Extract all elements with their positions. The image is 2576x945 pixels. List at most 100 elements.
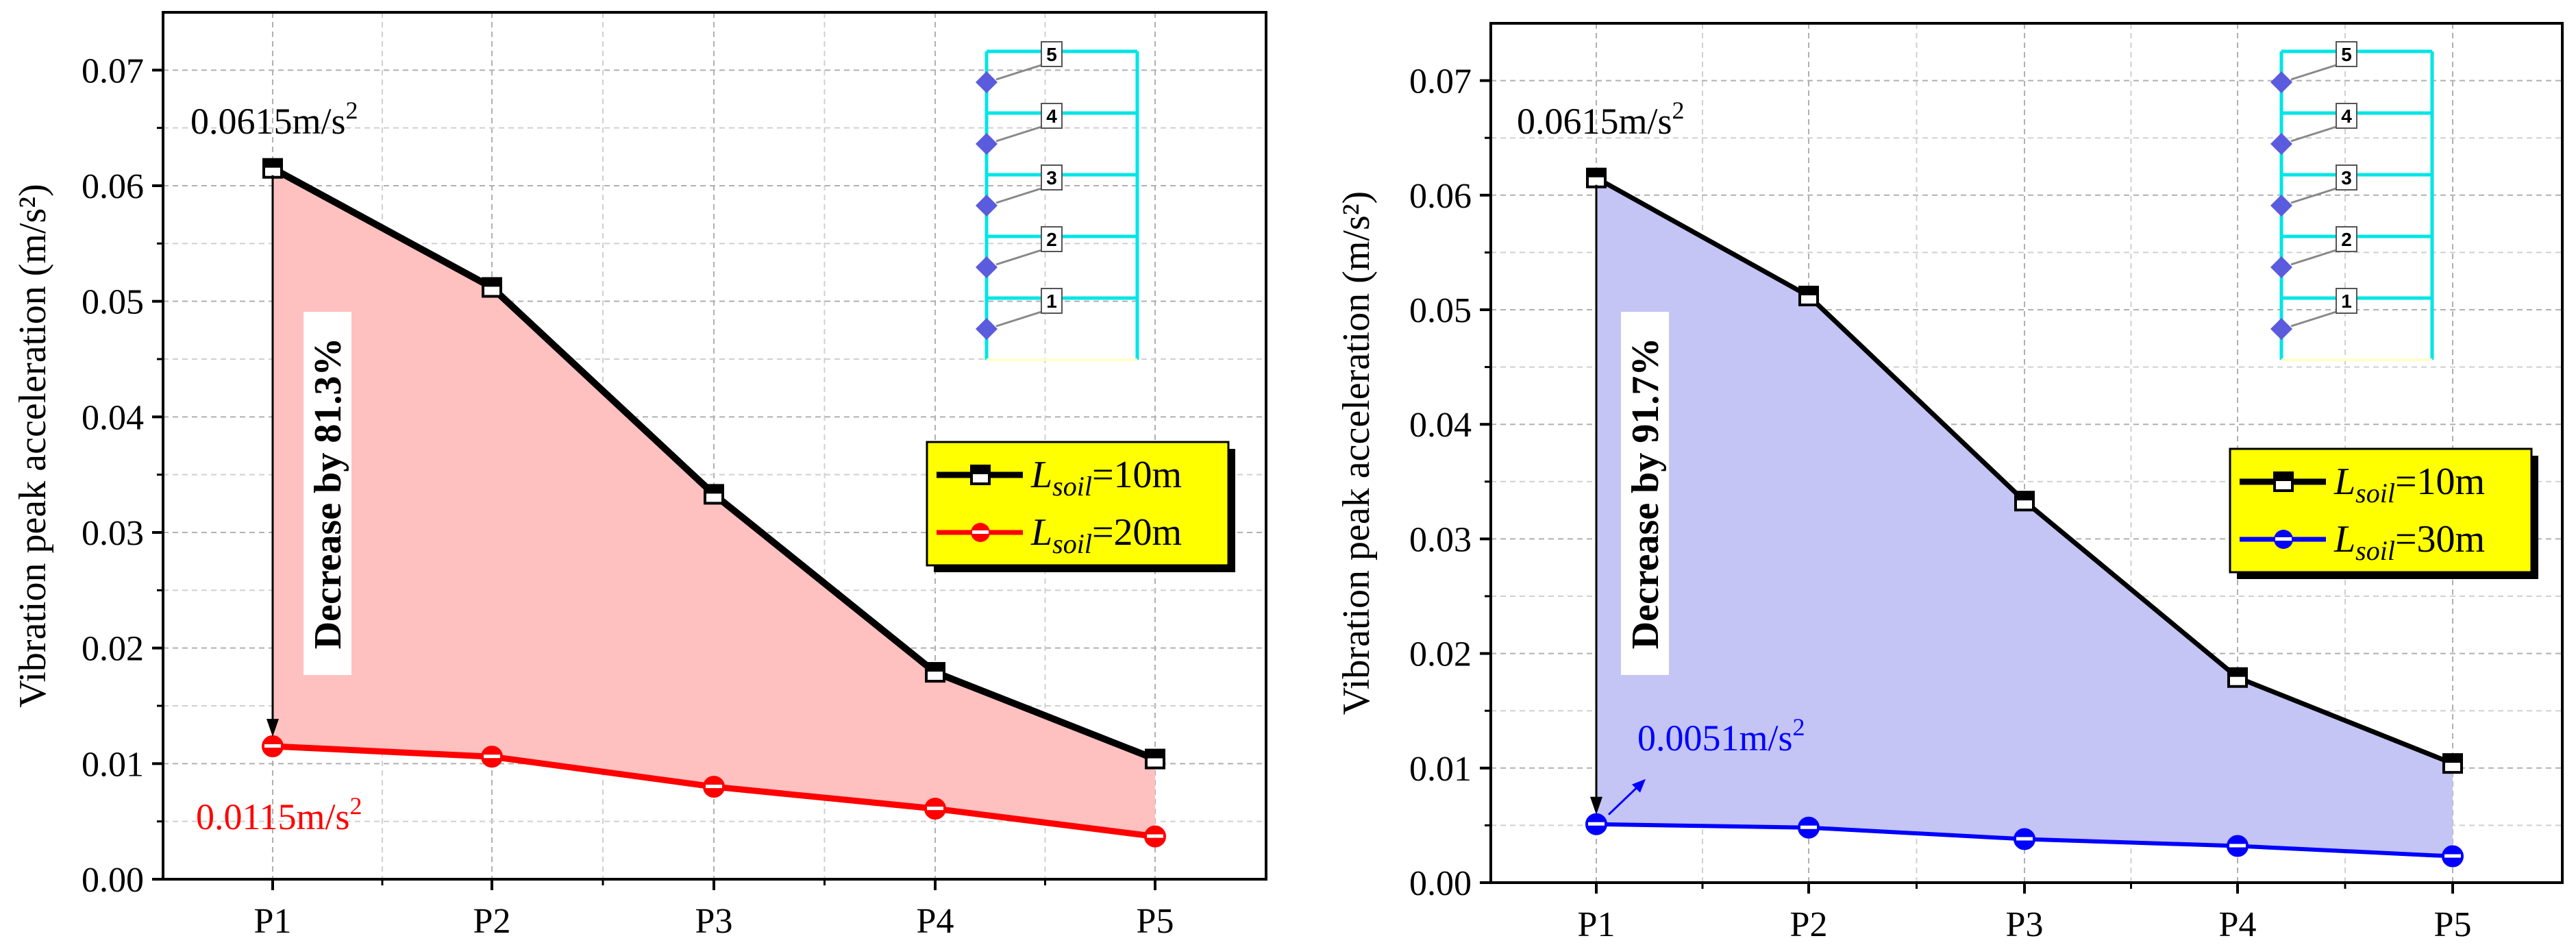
x-tick-label: P4: [2219, 905, 2257, 944]
data-point-1: [482, 277, 502, 298]
inset-point-marker: [976, 195, 998, 217]
marker-half-fill: [264, 159, 282, 168]
reduced-value: 0.0115m/s: [196, 796, 350, 837]
y-tick-label: 0.03: [1409, 520, 1472, 559]
marker-half-fill: [2229, 844, 2246, 848]
x-tick-label: P5: [2434, 905, 2472, 944]
inset-label-box: [1041, 226, 1063, 252]
y-tick-label: 0.07: [1409, 62, 1472, 101]
inset-label: 5: [2341, 44, 2352, 65]
inset-leader: [995, 64, 1042, 81]
legend-box: [926, 441, 1230, 567]
data-point-1: [2442, 753, 2463, 774]
data-point-2: [2014, 828, 2035, 850]
marker-half-fill: [706, 785, 722, 789]
x-tick-label: P3: [2006, 905, 2044, 944]
marker-half-fill: [927, 807, 943, 811]
marker-half-fill: [264, 744, 281, 748]
marker-half-fill: [1587, 169, 1605, 177]
data-point-2: [262, 735, 284, 758]
legend-label: Lsoil=20m: [1030, 511, 1182, 559]
marker-half-fill: [2016, 492, 2033, 501]
data-point-2: [924, 798, 946, 820]
inset-label-box: [1041, 288, 1063, 314]
data-point-1: [1798, 285, 1819, 306]
decrease-box-bg: [1621, 312, 1669, 675]
peak-unit-sup: 2: [346, 97, 358, 124]
x-tick-label: P5: [1137, 902, 1174, 941]
peak-annotation: 0.0615m/s2: [1517, 97, 1685, 142]
plot-frame: [1489, 22, 2564, 884]
marker-half-fill: [1147, 834, 1163, 838]
inset-label: 4: [2341, 106, 2352, 127]
decrease-text: Decrease by 81.3%: [307, 338, 349, 650]
inset-label: 4: [1046, 106, 1057, 127]
decrease-arrow-head: [267, 719, 279, 737]
data-point-2: [481, 746, 503, 768]
inset-label-box: [2336, 103, 2357, 129]
data-point-1: [262, 158, 283, 179]
legend-swatch-marker-fill: [971, 466, 989, 474]
legend-box: [2229, 447, 2533, 574]
y-tick-label: 0.05: [1409, 291, 1472, 330]
inset-schematic: 5 4 3 2 1: [976, 41, 1139, 361]
legend-label: Lsoil=10m: [2333, 461, 2485, 508]
marker-half-fill: [1800, 825, 1817, 829]
inset-point-marker: [2270, 256, 2292, 278]
data-point-2: [2442, 845, 2464, 868]
inset-leader: [2290, 125, 2337, 143]
legend-value: =10m: [2395, 461, 2485, 503]
inset-label-box: [1041, 41, 1063, 67]
inset-leader: [995, 310, 1042, 328]
legend-var-sub: soil: [2355, 478, 2395, 508]
data-point-1: [2227, 667, 2248, 688]
marker-half-fill: [2016, 837, 2033, 841]
y-axis-title: Vibration peak acceleration (m/s²): [1335, 191, 1378, 715]
legend-value: =30m: [2395, 518, 2485, 561]
y-tick-label: 0.06: [82, 167, 144, 206]
inset-label: 1: [1046, 291, 1057, 312]
peak-unit-sup: 2: [1672, 97, 1685, 124]
legend-var: L: [1030, 454, 1052, 496]
legend-var-sub: soil: [1052, 471, 1092, 502]
legend-var-sub: soil: [1052, 528, 1092, 559]
x-tick-label: P1: [1578, 905, 1615, 944]
inset-label-box: [1041, 164, 1063, 191]
legend-label: Lsoil=30m: [2333, 518, 2485, 566]
marker-half-fill: [484, 754, 500, 759]
data-point-2: [1798, 816, 1820, 839]
x-tick-label: P2: [473, 902, 511, 941]
data-point-1: [1145, 748, 1165, 770]
decrease-box: Decrease by 91.7%: [1621, 312, 1669, 675]
inset-label-box: [2336, 41, 2357, 67]
marker-half-fill: [1146, 750, 1164, 759]
inset-point-marker: [976, 318, 998, 340]
legend-swatch-marker-fill: [2275, 537, 2292, 541]
y-tick-label: 0.00: [82, 861, 144, 900]
inset-leader: [2290, 64, 2337, 81]
value-pointer-head: [1632, 778, 1646, 793]
data-point-1: [1586, 167, 1607, 188]
legend-label: Lsoil=10m: [1030, 454, 1182, 502]
y-tick-label: 0.07: [82, 51, 144, 90]
data-point-1: [704, 484, 724, 505]
marker-half-fill: [705, 485, 723, 494]
inset-leader: [995, 187, 1042, 204]
inset-point-marker: [976, 133, 998, 155]
inset-label: 5: [1046, 44, 1057, 65]
marker-half-fill: [2444, 854, 2461, 858]
legend-var: L: [2333, 518, 2355, 561]
inset-leader: [995, 125, 1042, 143]
inset-label: 3: [1046, 167, 1057, 188]
marker-half-fill: [2444, 754, 2462, 763]
y-tick-label: 0.00: [1409, 864, 1472, 903]
inset-schematic: 5 4 3 2 1: [2270, 41, 2434, 361]
legend: Lsoil=10m Lsoil=30m: [2229, 447, 2538, 579]
peak-annotation: 0.0615m/s2: [190, 97, 358, 142]
legend: Lsoil=10m Lsoil=20m: [926, 441, 1235, 572]
y-axis-title: Vibration peak acceleration (m/s²): [12, 184, 54, 707]
marker-half-fill: [483, 278, 501, 287]
chart-left: 0.00 0.01 0.02 0.03 0.04 0.05 0.06 0.07 P1 P2 P3 P4…: [12, 11, 1267, 941]
value-pointer-line: [1607, 783, 1642, 815]
